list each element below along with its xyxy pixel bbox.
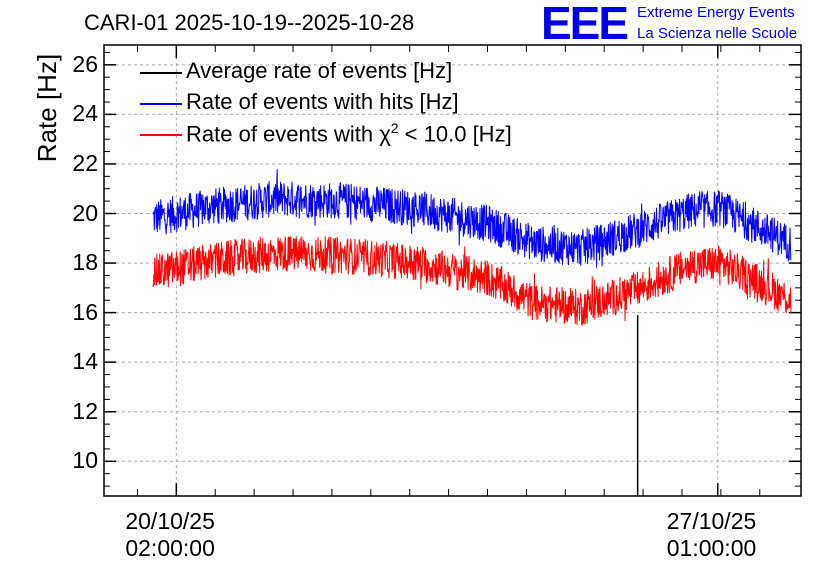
axis-ticks [104, 45, 801, 496]
x-tick-time: 02:00:00 [125, 535, 215, 561]
series-chi2-line [152, 236, 792, 326]
y-tick-label: 18 [72, 249, 98, 276]
y-tick-label: 12 [72, 397, 98, 424]
x-tick-time: 01:00:00 [666, 535, 757, 561]
legend-swatch-chi2 [140, 134, 182, 136]
legend-chi2-prefix: Rate of events with χ [186, 121, 391, 147]
chart-title: CARI-01 2025-10-19--2025-10-28 [84, 10, 415, 35]
legend-chi2-suffix: < 10.0 [Hz] [398, 121, 512, 147]
legend-swatch-hits [140, 103, 182, 105]
logo-tagline-2: La Scienza nelle Scuole [637, 25, 798, 42]
series-chi2-group [152, 236, 792, 326]
y-tick-label: 24 [72, 100, 98, 127]
x-tick-label: 27/10/25 01:00:00 [667, 508, 757, 562]
series-hits-line [152, 169, 792, 268]
logo-tagline-1: Extreme Energy Events [637, 4, 795, 21]
x-tick-label: 20/10/25 02:00:00 [125, 508, 215, 562]
legend-chi2-sup: 2 [390, 120, 399, 136]
plot-frame [103, 44, 802, 497]
legend-label-chi2: Rate of events with χ2 < 10.0 [Hz] [186, 120, 512, 147]
legend-label-average: Average rate of events [Hz] [186, 58, 453, 83]
y-tick-label: 22 [72, 149, 98, 176]
x-tick-date: 27/10/25 [666, 508, 757, 534]
y-tick-label: 10 [72, 447, 98, 474]
y-tick-label: 26 [72, 50, 98, 77]
y-tick-label: 20 [72, 199, 98, 226]
legend-label-hits: Rate of events with hits [Hz] [186, 89, 459, 114]
y-tick-label: 16 [72, 298, 98, 325]
legend-swatch-average [140, 72, 182, 74]
y-tick-label: 14 [72, 348, 98, 375]
x-tick-date: 20/10/25 [125, 508, 215, 534]
eee-logo: EEE [541, 0, 629, 49]
series-hits-group [152, 169, 792, 268]
